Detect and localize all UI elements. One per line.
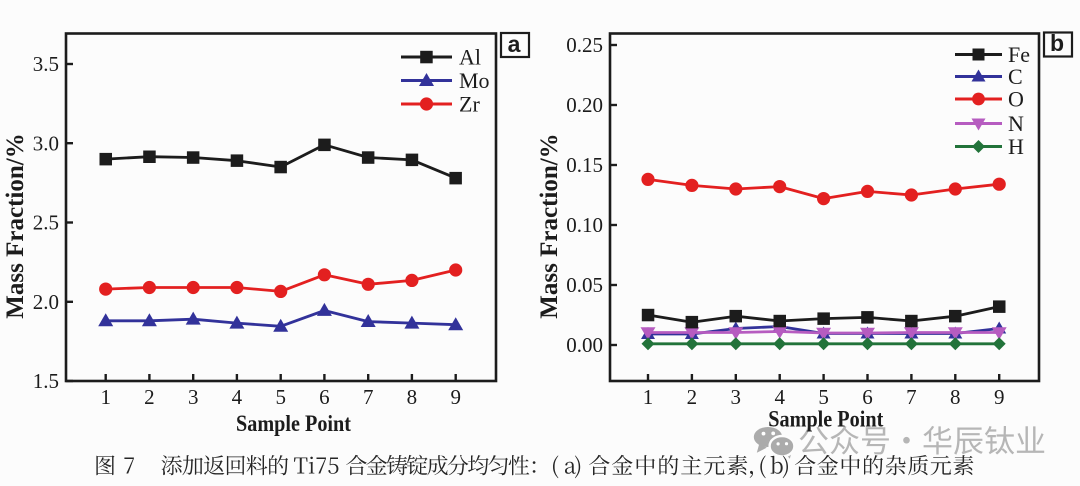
- svg-text:N: N: [1008, 111, 1024, 136]
- svg-text:b: b: [1050, 30, 1064, 56]
- svg-text:5: 5: [818, 385, 829, 409]
- svg-text:3: 3: [188, 385, 199, 409]
- svg-text:0.00: 0.00: [566, 333, 603, 357]
- svg-text:4: 4: [232, 385, 243, 409]
- svg-text:0.15: 0.15: [566, 153, 603, 177]
- svg-text:7: 7: [363, 385, 374, 409]
- svg-text:2.0: 2.0: [33, 290, 59, 314]
- svg-text:0.25: 0.25: [566, 33, 603, 57]
- svg-text:5: 5: [275, 385, 286, 409]
- svg-text:Sample Point: Sample Point: [236, 411, 351, 436]
- svg-text:1: 1: [643, 385, 654, 409]
- svg-text:Zr: Zr: [459, 92, 480, 117]
- svg-text:2: 2: [144, 385, 155, 409]
- svg-text:3.5: 3.5: [33, 52, 59, 76]
- svg-text:4: 4: [774, 385, 785, 409]
- svg-text:8: 8: [407, 385, 418, 409]
- svg-text:0.05: 0.05: [566, 273, 603, 297]
- svg-text:C: C: [1008, 64, 1023, 89]
- svg-text:0.20: 0.20: [566, 93, 603, 117]
- svg-text:9: 9: [994, 385, 1005, 409]
- svg-text:2: 2: [687, 385, 698, 409]
- svg-text:Fe: Fe: [1008, 42, 1030, 67]
- svg-text:Mo: Mo: [459, 68, 490, 93]
- svg-text:a: a: [508, 31, 521, 57]
- svg-text:1: 1: [100, 385, 111, 409]
- svg-text:Mass Fraction/%: Mass Fraction/%: [536, 133, 563, 318]
- svg-text:H: H: [1008, 134, 1024, 159]
- svg-text:7: 7: [906, 385, 917, 409]
- svg-text:1.5: 1.5: [33, 369, 59, 393]
- svg-text:6: 6: [862, 385, 873, 409]
- svg-text:9: 9: [450, 385, 461, 409]
- svg-text:O: O: [1008, 87, 1024, 112]
- svg-text:0.10: 0.10: [566, 213, 603, 237]
- svg-text:Sample Point: Sample Point: [768, 407, 883, 432]
- svg-text:3: 3: [731, 385, 742, 409]
- svg-text:Mass Fraction/%: Mass Fraction/%: [2, 133, 29, 318]
- svg-text:Al: Al: [459, 45, 481, 70]
- svg-text:8: 8: [950, 385, 961, 409]
- svg-text:2.5: 2.5: [33, 211, 59, 235]
- svg-text:3.0: 3.0: [33, 131, 59, 155]
- svg-text:6: 6: [319, 385, 330, 409]
